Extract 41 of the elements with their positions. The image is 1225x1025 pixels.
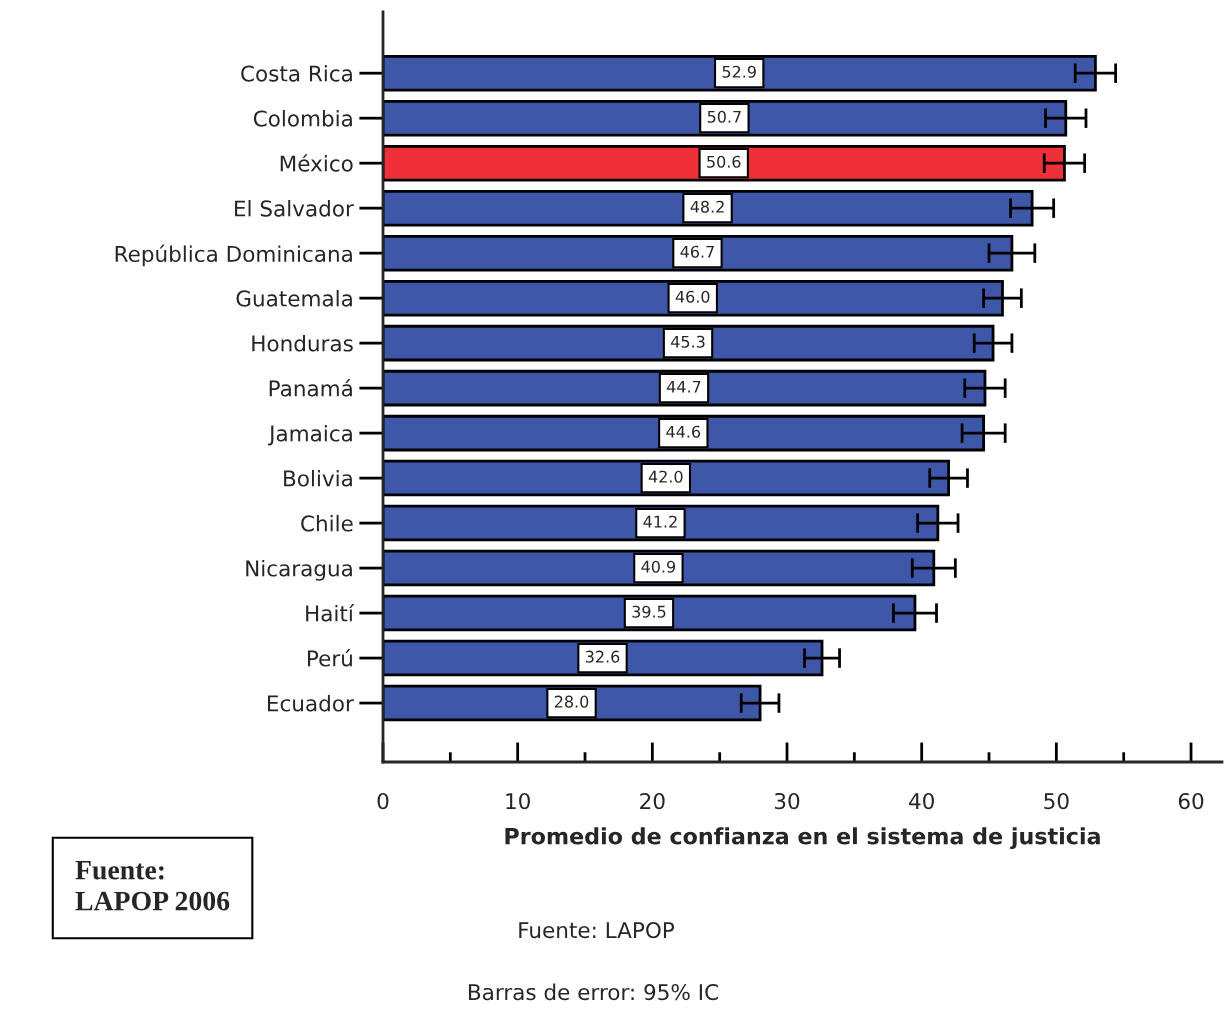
x-tick-label: 30 xyxy=(774,792,800,810)
x-axis-title: Promedio de confianza en el sistema de justicia xyxy=(505,827,1100,849)
x-tick-label: 50 xyxy=(1044,792,1069,810)
data-label: 39.5 xyxy=(632,605,666,618)
data-label: 41.2 xyxy=(643,515,677,528)
y-tick-label: Jamaica xyxy=(268,424,352,446)
data-label: 50.7 xyxy=(707,110,741,123)
y-tick-label: El Salvador xyxy=(235,199,354,217)
x-tick-label: 40 xyxy=(909,792,934,810)
data-label: 32.6 xyxy=(585,650,620,663)
y-tick-label: Panamá xyxy=(269,379,352,397)
y-tick-label: Ecuador xyxy=(267,694,354,712)
y-tick-label: México xyxy=(280,154,353,172)
text: Barras de error: 95% IC xyxy=(469,983,718,1001)
x-tick-label: 10 xyxy=(506,792,530,810)
x-tick-label: 60 xyxy=(1178,792,1204,810)
source-note: Fuente: LAPOP xyxy=(519,921,675,939)
data-label: 50.6 xyxy=(707,155,741,168)
data-label: 42.0 xyxy=(648,470,683,483)
data-label: 52.9 xyxy=(722,65,756,78)
y-tick-label: Colombia xyxy=(253,110,352,127)
x-tick-label: 20 xyxy=(640,792,665,810)
y-tick-label: Perú xyxy=(308,649,352,667)
y-tick-label: Haití xyxy=(306,604,355,622)
y-tick-label: República Dominicana xyxy=(115,244,352,267)
source-note: Fuente: LAPOP 2006 xyxy=(75,861,230,911)
y-tick-label: Honduras xyxy=(252,334,353,352)
y-tick-label: Guatemala xyxy=(236,289,352,307)
data-label: 44.6 xyxy=(666,425,701,438)
y-tick-label: Costa Rica xyxy=(241,65,352,82)
y-tick-label: Nicaragua xyxy=(246,559,352,581)
data-label: 44.7 xyxy=(666,380,701,393)
y-tick-label: Chile xyxy=(301,514,353,532)
data-label: 46.0 xyxy=(675,290,710,303)
y-tick-label: Bolivia xyxy=(284,469,352,487)
data-label: 46.7 xyxy=(680,245,714,258)
data-label: 48.2 xyxy=(690,200,724,213)
data-label: 40.9 xyxy=(641,560,676,573)
data-label: 45.3 xyxy=(671,335,705,348)
data-label: 28.0 xyxy=(554,695,589,708)
x-tick-label: 0 xyxy=(377,792,389,810)
